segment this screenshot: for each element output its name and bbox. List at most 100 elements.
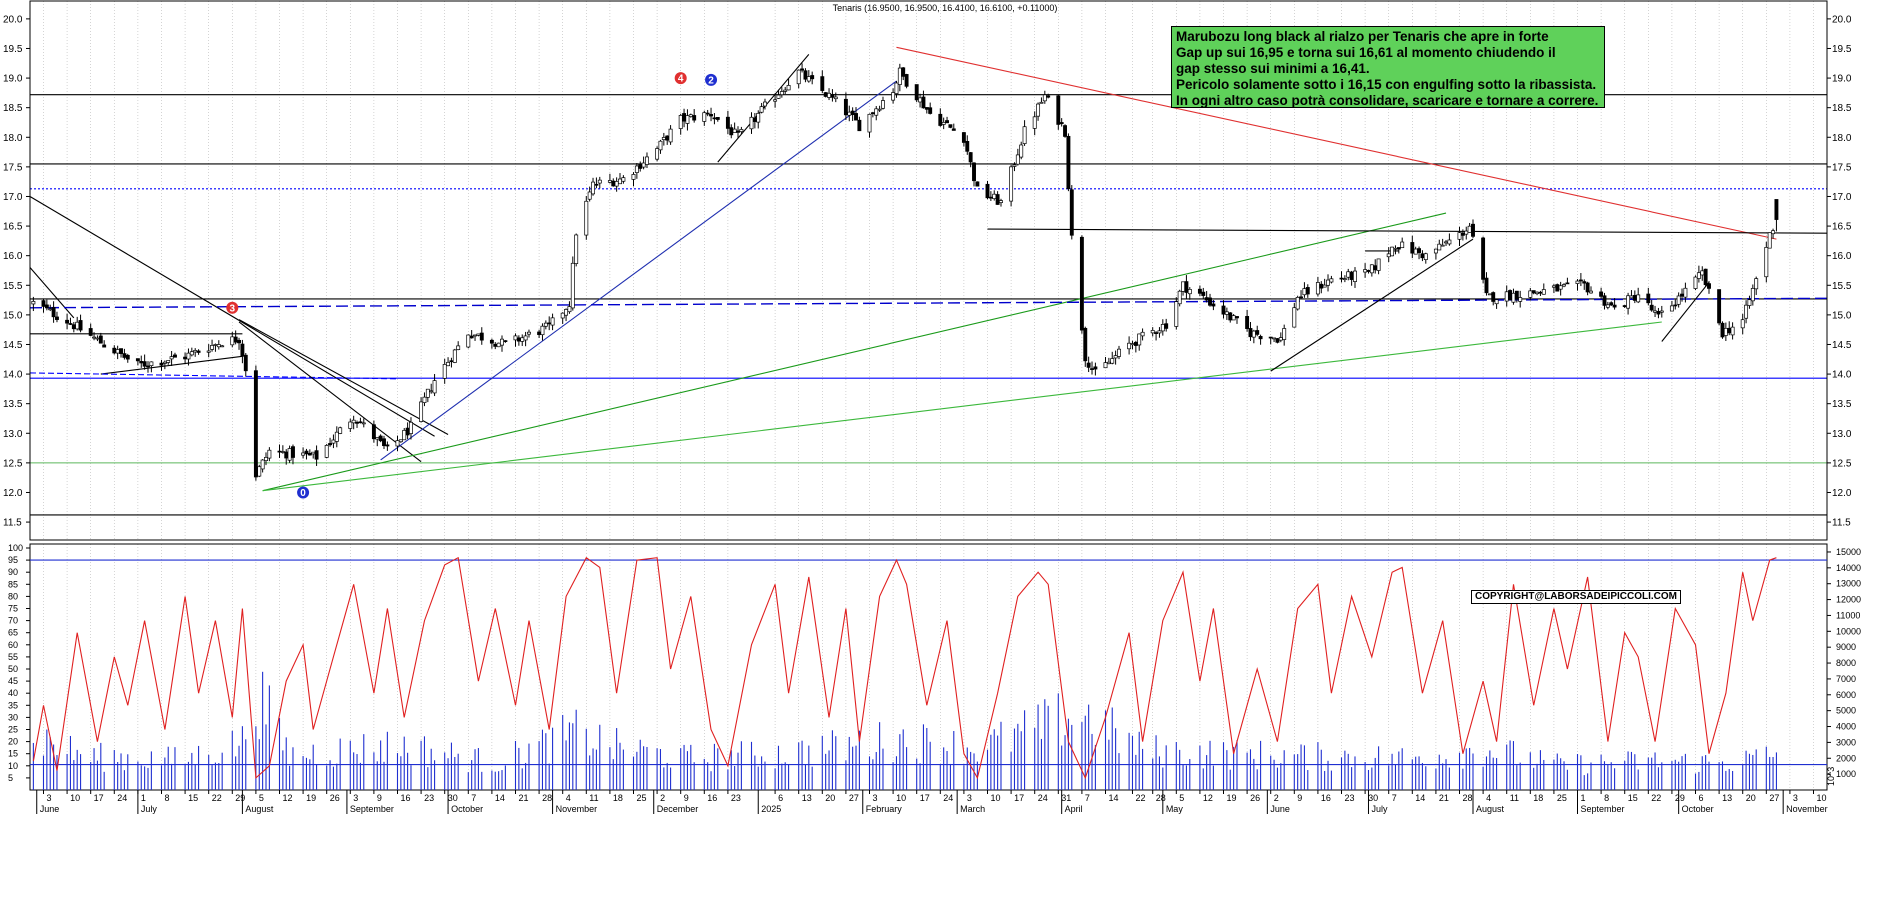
candle-body [1224,311,1229,315]
osc-tick-label: 40 [8,688,18,698]
x-day-label: 22 [212,793,222,803]
candle-body [284,451,289,459]
candle-body [749,116,754,130]
x-day-label: 3 [46,793,51,803]
candle-body [570,262,575,309]
x-day-label: 17 [920,793,930,803]
candle-body [1245,316,1250,329]
candle-body [1494,299,1499,305]
y-tick-label-left: 19.0 [3,74,23,85]
candle-body [1676,295,1681,305]
candle-body [334,431,339,442]
candle-body [645,156,649,165]
x-day-label: 19 [1227,793,1237,803]
x-day-label: 15 [188,793,198,803]
candle-body [1373,265,1378,271]
y-tick-label-right: 15.0 [1832,310,1852,321]
candle-body [1376,258,1381,271]
candle-body [773,99,778,102]
candle-body [897,67,902,85]
candle-body [1626,295,1631,309]
candle-body [877,108,882,111]
candle-body [1036,103,1041,117]
osc-tick-label: 20 [8,737,18,747]
candle-body [456,345,461,350]
volume-tick-label: 13000 [1836,579,1861,589]
candle-body [331,439,336,444]
candle-body [1491,292,1496,302]
candle-body [729,127,734,136]
trendline [262,321,1662,492]
note-line: In ogni altro caso potrà consolidare, sc… [1176,93,1599,108]
candle-body [1636,294,1641,303]
candle-body [1541,289,1546,295]
candle-body [1366,270,1371,272]
candle-body [1575,280,1580,284]
x-day-label: 27 [1769,793,1779,803]
candle-body [51,307,56,318]
y-tick-label-right: 16.5 [1832,222,1852,233]
trendlines [29,46,1828,492]
candle-body [550,317,555,326]
candle-body [237,339,241,344]
osc-tick-label: 10 [8,761,18,771]
candle-body [867,113,872,133]
x-month-label: July [1371,804,1388,814]
candle-body [351,419,356,424]
x-day-label: 24 [117,793,127,803]
candle-body [1181,281,1185,292]
x-day-label: 20 [1746,793,1756,803]
horizontal-levels [30,94,1827,516]
volume-tick-label: 10000 [1836,626,1861,636]
candle-body [1656,311,1661,315]
candle-body [1086,362,1091,368]
candle-body [446,361,451,367]
candle-body [732,128,737,133]
candle-body [115,349,120,354]
candle-body [1578,279,1583,282]
candle-body [1420,253,1425,259]
candle-body [1629,295,1634,299]
candle-body [833,96,838,100]
candle-body [1251,330,1256,338]
date-x-axis: 3 10 17 24 1 8 15 22 29 5 12 19 26 3 9 16 23 30 7 14 21 28 4 11… [36,790,1828,814]
x-month-label: April [1065,804,1083,814]
volume-tick-label: 14000 [1836,563,1861,573]
x-day-label: 19 [306,793,316,803]
osc-tick-label: 65 [8,628,18,638]
candle-body [1730,326,1735,336]
candle-body [1015,154,1020,165]
volume-tick-label: 8000 [1836,658,1856,668]
x-day-label: 9 [377,793,382,803]
trendline [29,372,398,380]
candle-body [496,342,501,348]
candle-body [941,122,946,125]
candle-body [1042,94,1047,102]
x-day-label: 4 [566,793,571,803]
candle-body [527,331,531,335]
candle-body [1774,199,1779,220]
candle-body [1680,293,1684,297]
candle-body [1295,297,1300,310]
candle-body [1457,232,1462,240]
candle-body [476,333,481,336]
candle-body [419,401,424,422]
candle-body [88,328,93,336]
candle-body [1599,291,1604,297]
x-month-label: June [40,804,60,814]
volume-tick-label: 15000 [1836,547,1861,557]
candle-body [31,301,36,305]
candle-body [992,193,997,199]
y-tick-label-left: 20.0 [3,14,23,25]
candle-body [146,365,150,368]
osc-tick-label: 90 [8,567,18,577]
volume-unit-label: 10^3 [1826,767,1836,786]
x-month-label: November [1786,804,1828,814]
candle-body [1514,290,1519,300]
candle-body [1110,358,1115,364]
candle-body [661,137,666,140]
x-month-label: May [1166,804,1184,814]
candle-body [429,390,434,393]
x-day-label: 13 [1722,793,1732,803]
y-tick-label-left: 17.5 [3,162,23,173]
